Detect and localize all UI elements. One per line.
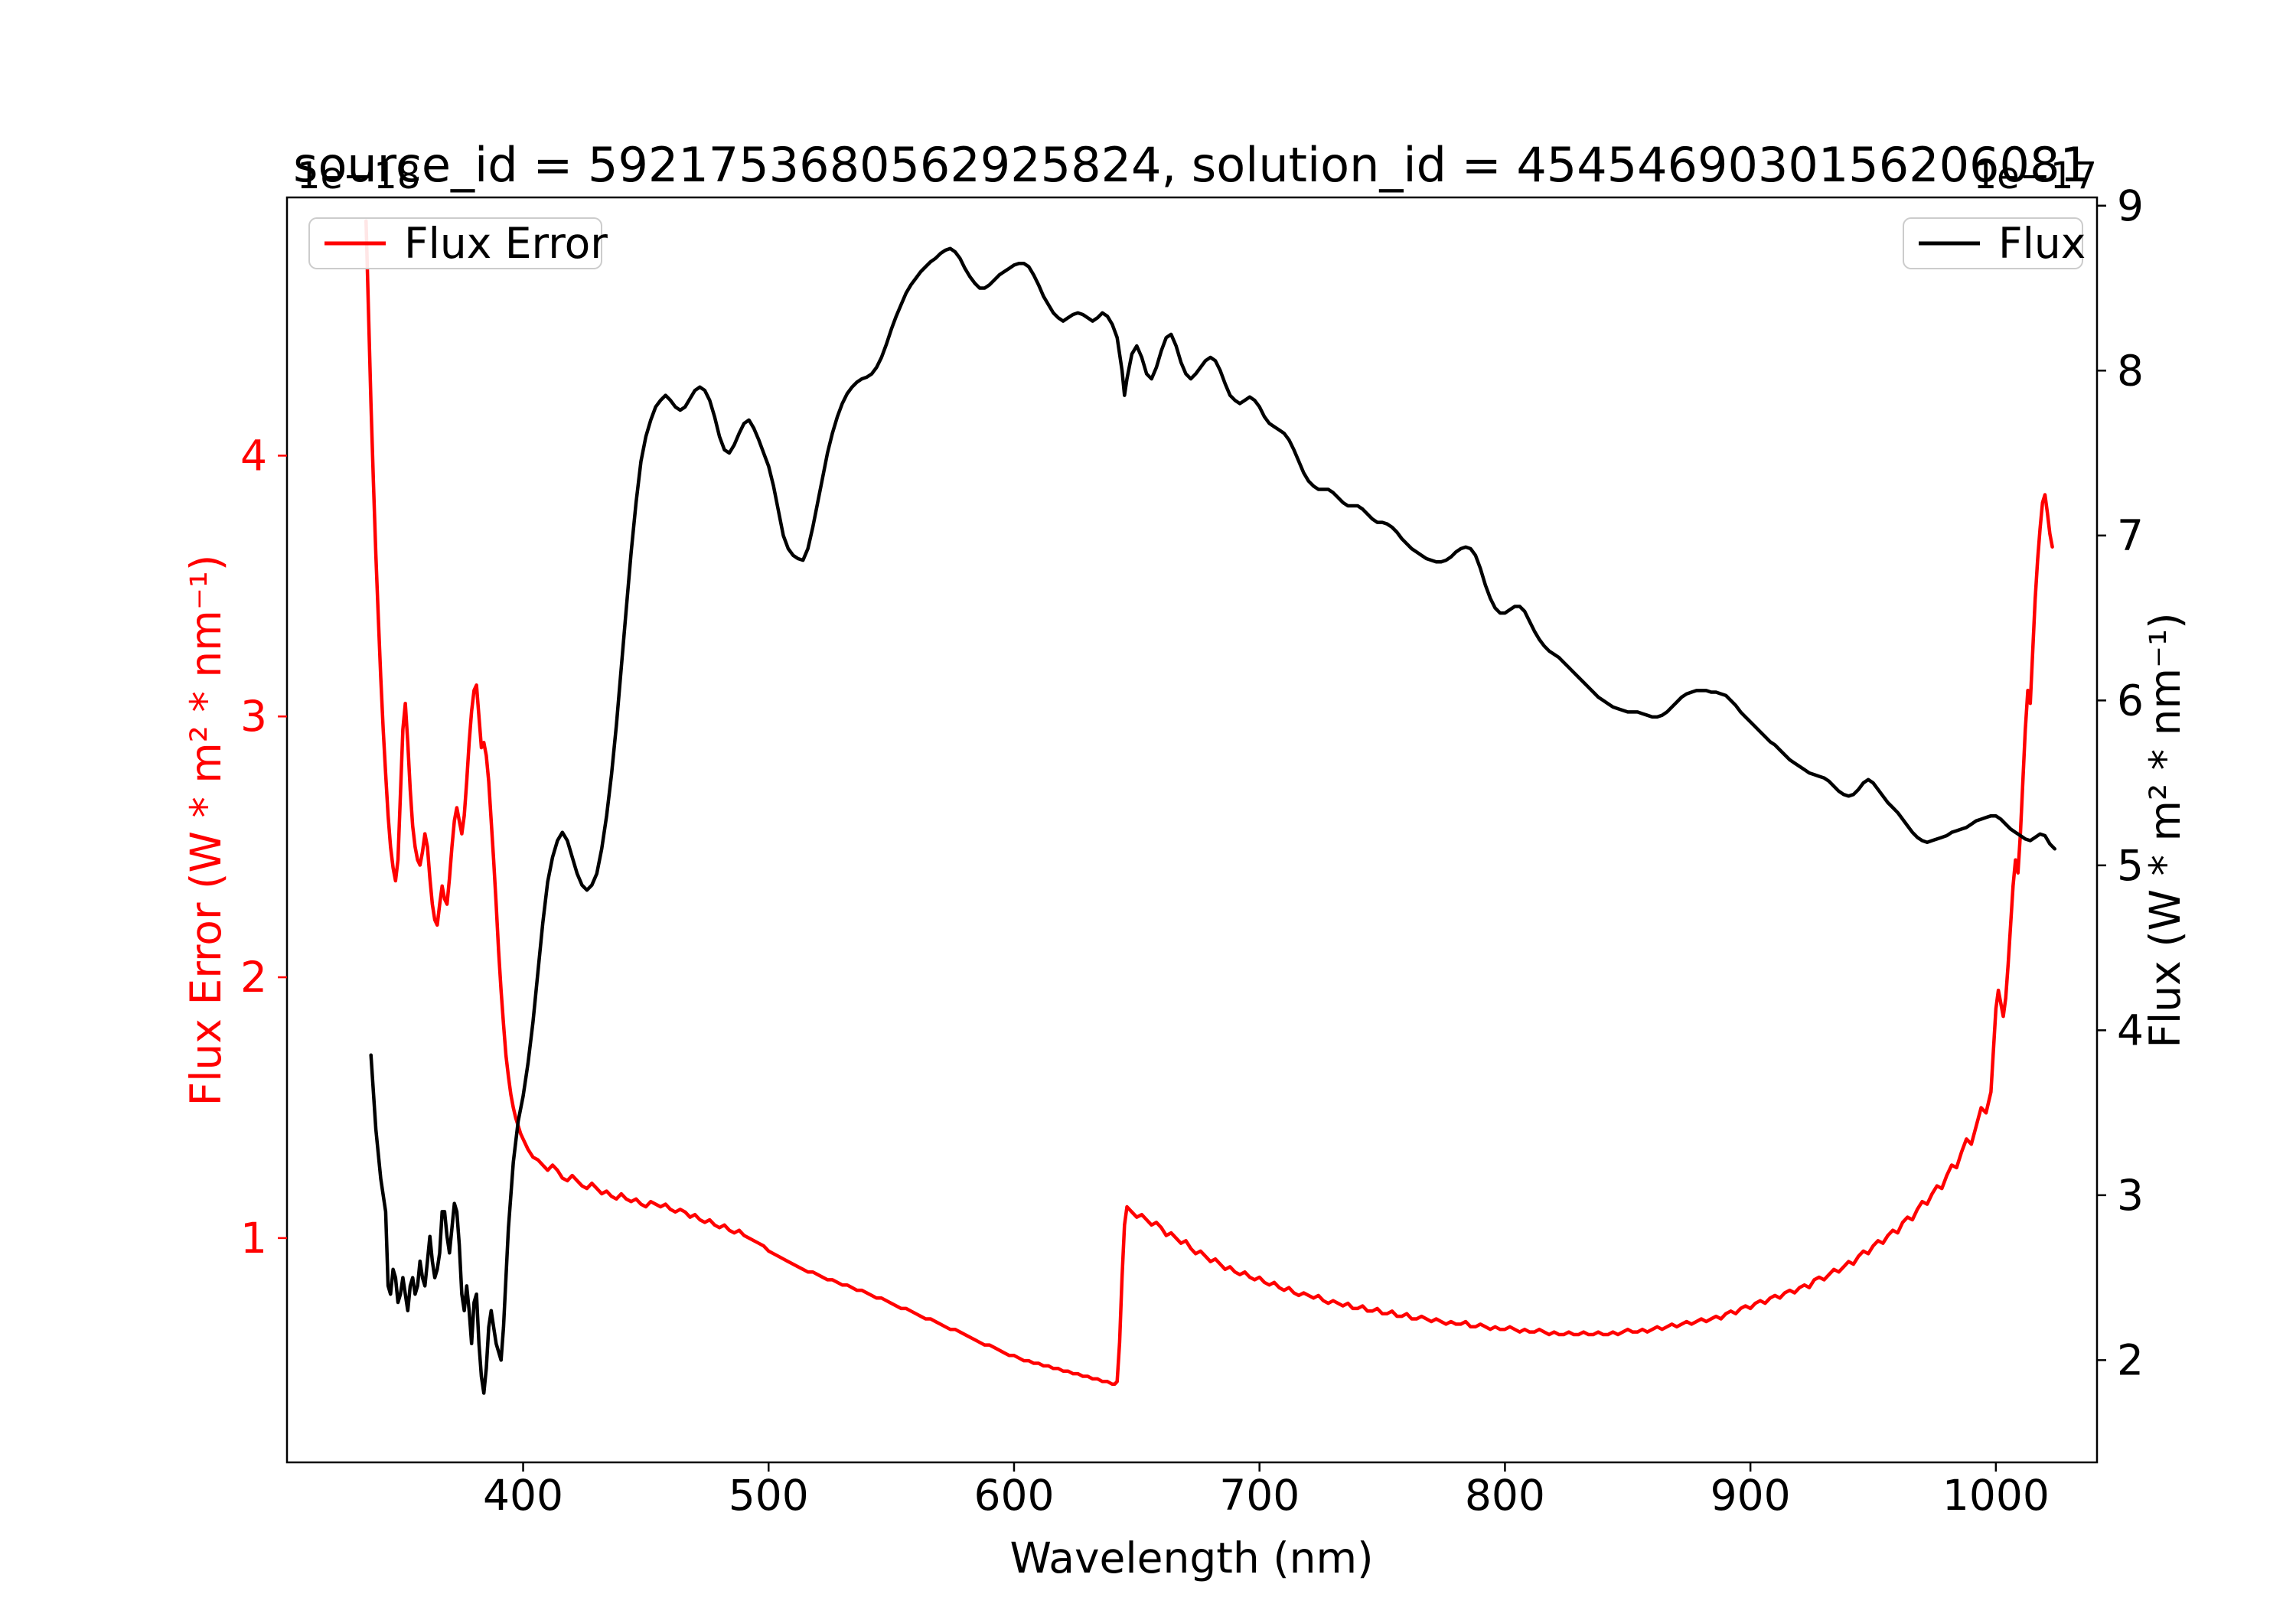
plot-frame [285,196,2099,1464]
right-y-tick-label: 2 [2117,1335,2144,1384]
legend-flux-label: Flux [1998,219,2086,268]
legend-flux-error-label: Flux Error [404,219,608,268]
left-y-tick-label: 1 [240,1214,267,1263]
left-y-tick-label: 3 [240,692,267,741]
x-tick-label: 400 [483,1471,563,1520]
x-tick-label: 800 [1465,1471,1545,1520]
legend-flux-error-frame [308,217,602,269]
right-y-tick-label: 5 [2117,841,2144,890]
x-axis-ticks: 400 500 600 700 800 900 1000 [483,1462,2050,1520]
legend-flux-frame [1903,217,2083,269]
left-axis-ticks: 1 2 3 4 [240,431,287,1263]
right-y-tick-label: 3 [2117,1171,2144,1220]
chart-title: source_id = 5921753680562925824, solutio… [293,137,2090,193]
left-y-tick-label: 4 [240,431,267,480]
right-axis-offset-text: 1e−17 [1974,155,2097,197]
right-y-tick-label: 6 [2117,676,2144,725]
right-y-tick-label: 4 [2117,1006,2144,1054]
left-y-axis-label: Flux Error (W * m² * nm⁻¹) [181,555,230,1107]
x-tick-label: 900 [1711,1471,1791,1520]
x-tick-label: 500 [729,1471,809,1520]
x-tick-label: 600 [974,1471,1054,1520]
right-y-tick-label: 8 [2117,346,2144,395]
x-tick-label: 1000 [1942,1471,2050,1520]
legend-flux: Flux [1903,217,2086,269]
x-axis-label: Wavelength (nm) [1009,1534,1373,1583]
plot-series [364,219,2057,1395]
flux-line [369,246,2057,1395]
legend-flux-error: Flux Error [308,217,608,269]
right-y-tick-label: 7 [2117,511,2144,560]
left-y-tick-label: 2 [240,953,267,1002]
right-y-tick-label: 9 [2117,181,2144,230]
x-tick-label: 700 [1219,1471,1300,1520]
right-y-axis-label: Flux (W * m² * nm⁻¹) [2141,612,2190,1048]
right-axis-ticks: 2 3 4 5 6 7 8 9 [2097,181,2144,1384]
flux-error-line [364,219,2054,1387]
left-axis-offset-text: 1e−18 [297,155,420,197]
